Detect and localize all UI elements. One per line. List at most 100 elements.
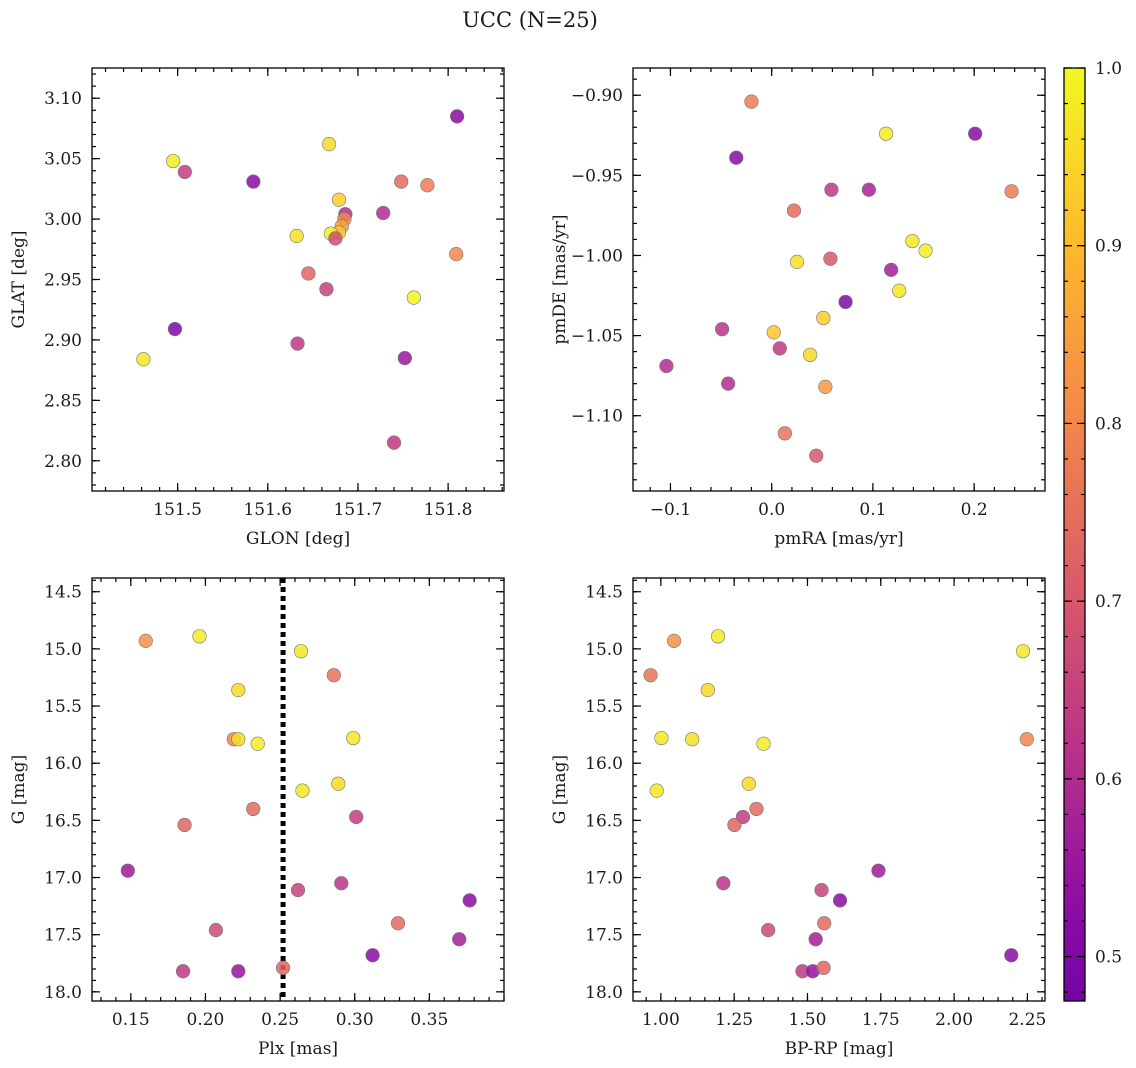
data-point (772, 341, 787, 356)
y-tick-label: 3.05 (44, 150, 82, 170)
data-point (397, 350, 412, 366)
data-point (120, 863, 135, 878)
data-point (766, 325, 781, 340)
y-tick-label: 15.5 (44, 697, 82, 717)
data-point (727, 817, 742, 833)
data-point (968, 126, 983, 141)
data-point (450, 109, 465, 124)
y-tick-label: 16.0 (585, 754, 623, 774)
x-tick-label: 0.30 (336, 1010, 374, 1030)
data-point (167, 321, 183, 337)
data-point (685, 732, 700, 747)
data-point (816, 960, 831, 975)
data-point (136, 352, 151, 367)
x-tick-label: 1.25 (715, 1010, 753, 1030)
data-point (892, 283, 907, 298)
data-point (817, 916, 832, 931)
data-point (777, 426, 792, 441)
data-point (905, 233, 920, 249)
colorbar-frame (1063, 67, 1086, 1002)
data-point (365, 948, 380, 963)
colorbar-tick-label: 0.9 (1095, 237, 1122, 257)
y-tick-label: 14.5 (585, 583, 623, 603)
y-tick-label: 18.0 (585, 983, 623, 1003)
panel-pmra-pmde: −0.1 0.0 0.1 0.2 −1.10 −1.05 −1.00 −0.95 −0.90 pm… (550, 67, 1046, 549)
x-tick-label: 0.2 (961, 500, 988, 520)
data-point (275, 960, 291, 975)
data-point (346, 730, 361, 746)
data-point (871, 863, 886, 878)
data-point (301, 266, 316, 281)
y-tick-label: 16.5 (44, 811, 82, 831)
data-point (756, 736, 771, 751)
data-point (654, 730, 669, 746)
data-point (290, 883, 306, 898)
colorbar-tick-label: 0.5 (1095, 948, 1122, 968)
data-point (175, 964, 191, 979)
data-point (231, 964, 246, 979)
y-tick-label: 2.90 (44, 331, 82, 351)
data-point (786, 203, 802, 218)
data-point (289, 228, 304, 244)
data-point (376, 205, 391, 221)
data-point (808, 932, 823, 947)
y-tick-label: 3.10 (44, 89, 82, 109)
data-point (449, 247, 464, 262)
data-point (231, 682, 246, 698)
data-point (246, 801, 261, 817)
data-point (452, 932, 467, 947)
x-tick-label: 2.25 (1008, 1010, 1046, 1030)
y-tick-label: −1.00 (571, 246, 623, 266)
data-point (666, 633, 682, 648)
data-point (716, 876, 731, 891)
data-point (714, 322, 730, 337)
data-point (878, 126, 894, 141)
y-tick-label: 16.5 (585, 811, 623, 831)
panel-bprp-g: 1.00 1.25 1.50 1.75 2.00 2.25 14.5 15.0 15.5 16.0… (550, 577, 1046, 1059)
plot-frame (91, 577, 505, 1002)
y-tick-label: 3.00 (44, 210, 82, 230)
x-tick-label: 151.6 (243, 500, 292, 520)
y-tick-label: 2.85 (44, 391, 82, 411)
y-tick-label: 18.0 (44, 983, 82, 1003)
panel-plx-g: 0.15 0.20 0.25 0.30 0.35 14.5 15.0 15.5 16.0 16.5… (9, 577, 505, 1059)
data-point (349, 809, 364, 825)
y-tick-label: 2.95 (44, 271, 82, 291)
data-point (1004, 184, 1019, 199)
data-point (761, 923, 776, 938)
data-point (861, 182, 876, 197)
data-point (918, 243, 933, 258)
y-tick-label: 16.0 (44, 754, 82, 774)
data-point (884, 262, 899, 277)
x-tick-label: 0.35 (410, 1010, 448, 1030)
y-tick-label: 17.0 (44, 869, 82, 889)
y-axis-label: GLAT [deg] (9, 230, 29, 328)
data-point (250, 736, 265, 751)
x-axis-label: Plx [mas] (258, 1039, 338, 1059)
y-axis-label: pmDE [mas/yr] (550, 214, 570, 344)
y-tick-label: −1.05 (571, 327, 623, 347)
x-axis-label: pmRA [mas/yr] (774, 529, 903, 549)
data-point (659, 358, 674, 374)
data-point (290, 336, 305, 351)
data-point (328, 231, 343, 246)
data-point (721, 376, 736, 391)
x-axis-label: BP-RP [mag] (785, 1039, 894, 1059)
colorbar: 0.5 0.6 0.7 0.8 0.9 1.0 (1063, 59, 1122, 1002)
data-point (823, 251, 838, 266)
data-point (246, 174, 261, 189)
data-point (138, 633, 153, 648)
y-axis-label: G [mag] (9, 755, 29, 824)
x-axis-label: GLON [deg] (246, 529, 350, 549)
y-tick-label: 17.5 (585, 926, 623, 946)
data-point (192, 629, 207, 644)
y-tick-label: −0.90 (571, 86, 623, 106)
data-point (700, 682, 715, 698)
x-tick-label: 151.5 (153, 500, 202, 520)
data-point (334, 876, 349, 891)
y-tick-label: −1.10 (571, 407, 623, 427)
data-point (462, 893, 477, 908)
y-tick-label: 17.5 (44, 926, 82, 946)
data-point (390, 916, 406, 931)
data-point (1019, 732, 1034, 747)
